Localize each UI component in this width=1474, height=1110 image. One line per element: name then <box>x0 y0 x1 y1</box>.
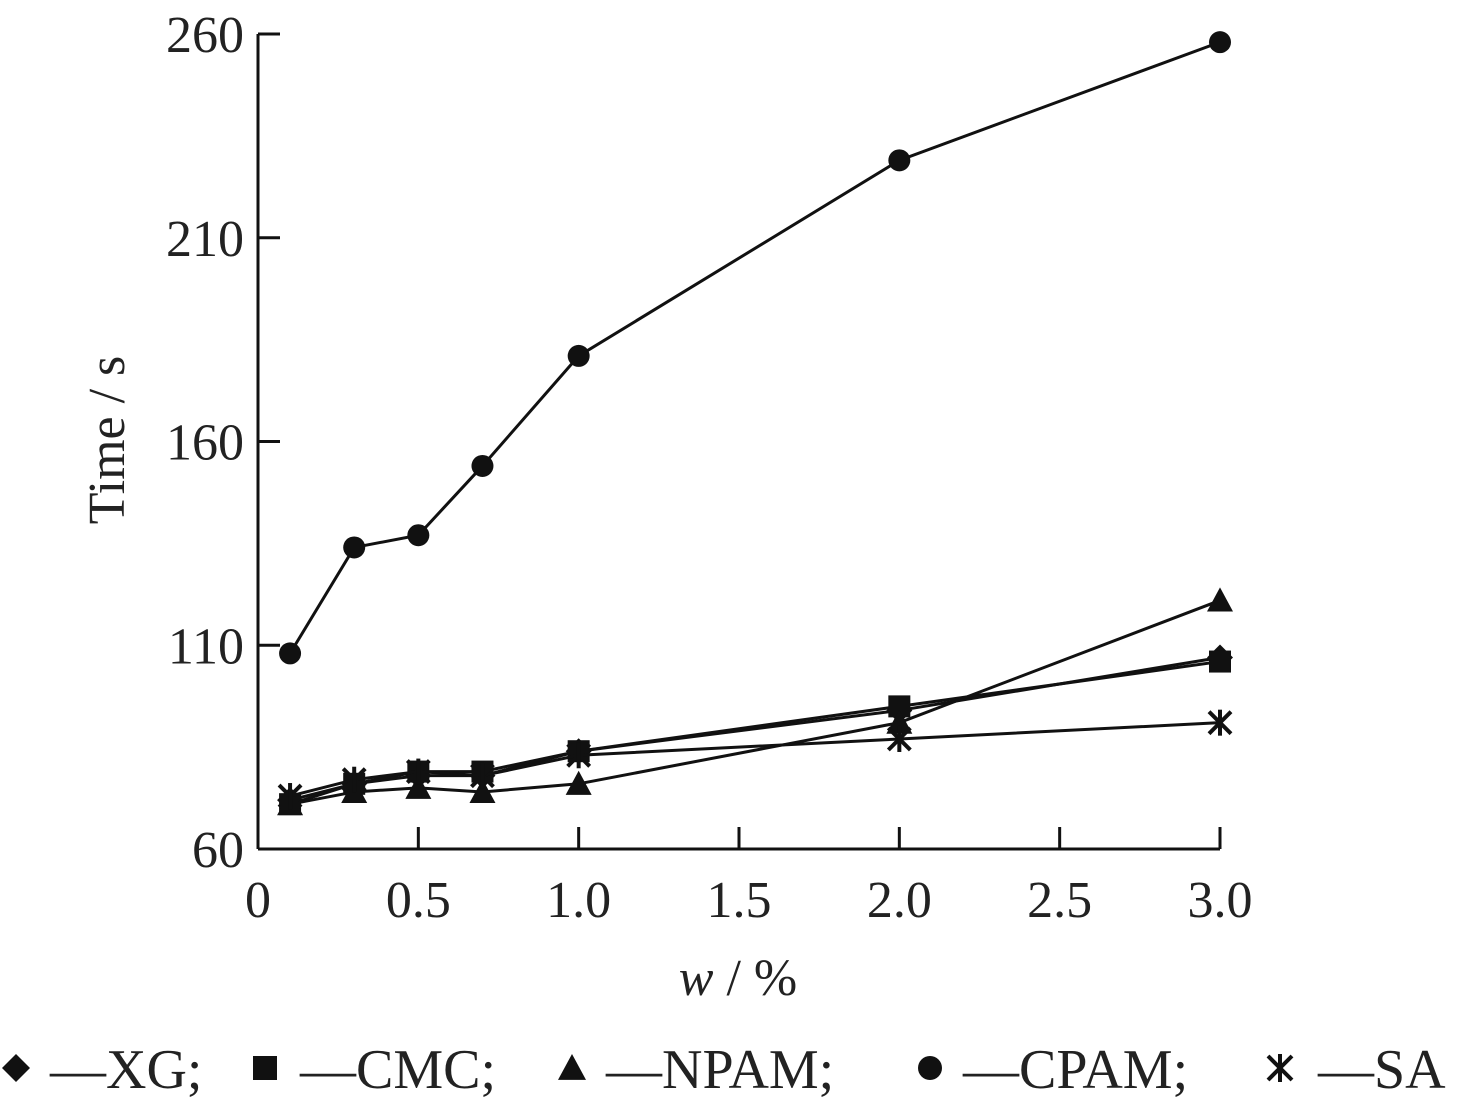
point-npam <box>565 770 592 795</box>
point-sa <box>886 725 912 752</box>
point-sa <box>566 742 592 769</box>
legend-item-xg: —XG; <box>2 1039 202 1101</box>
y-tick-label: 60 <box>192 822 244 879</box>
point-cpam <box>471 454 494 477</box>
legend-marker-cmc <box>253 1056 277 1080</box>
x-tick-label: 2.0 <box>867 872 932 929</box>
point-npam <box>1207 587 1233 612</box>
legend-item-npam: —NPAM; <box>558 1039 834 1101</box>
point-cpam <box>1209 31 1231 54</box>
legend-item-cmc: —CMC; <box>253 1039 496 1101</box>
point-npam <box>405 774 432 799</box>
y-tick-label: 260 <box>166 7 244 64</box>
legend-label-sa: —SA <box>1317 1039 1446 1101</box>
point-sa <box>405 758 431 785</box>
legend-label-cmc: —CMC; <box>299 1039 496 1101</box>
x-tick-label: 3.0 <box>1188 872 1253 929</box>
point-cpam <box>407 524 430 547</box>
series-line-cmc <box>289 660 1221 806</box>
x-tick-label: 1.0 <box>546 872 611 929</box>
y-tick-label: 160 <box>166 415 244 472</box>
point-npam <box>886 709 913 734</box>
x-axis-variable: w <box>679 950 714 1007</box>
y-tick-label: 210 <box>166 211 244 268</box>
legend: —XG; —CMC; —NPAM; —CPAM; —SA <box>2 1039 1446 1101</box>
x-axis-unit: / % <box>713 950 797 1007</box>
series-layer <box>277 31 1233 816</box>
point-sa <box>1207 709 1233 736</box>
legend-label-npam: —NPAM; <box>605 1039 834 1101</box>
x-tick-label: 0.5 <box>386 872 451 929</box>
point-sa <box>470 762 495 789</box>
y-tick-label: 110 <box>168 618 244 675</box>
legend-marker-cpam <box>918 1056 942 1080</box>
point-cpam <box>279 642 302 665</box>
series-line-cpam <box>288 40 1221 655</box>
x-tick-label: 2.5 <box>1027 872 1092 929</box>
x-axis-title: w / % <box>679 950 797 1007</box>
series-cpam <box>279 31 1231 665</box>
x-tick-label: 0 <box>245 872 271 929</box>
legend-item-sa: —SA <box>1266 1039 1446 1101</box>
point-cmc <box>888 695 911 718</box>
axes: 0 0.5 1.0 1.5 2.0 2.5 3.0 60 110 160 210 260 <box>166 7 1253 929</box>
x-tick-label: 1.5 <box>707 872 772 929</box>
point-cpam <box>567 344 590 367</box>
series-sa <box>277 709 1233 810</box>
legend-label-cpam: —CPAM; <box>962 1039 1188 1101</box>
point-sa <box>341 766 367 793</box>
legend-marker-sa <box>1266 1054 1294 1082</box>
legend-marker-npam <box>558 1054 586 1080</box>
series-line-sa <box>289 721 1221 798</box>
point-sa <box>277 783 303 810</box>
point-cpam <box>888 149 911 172</box>
y-axis-title: Time / s <box>79 356 136 525</box>
point-npam <box>469 778 496 803</box>
legend-item-cpam: —CPAM; <box>918 1039 1188 1101</box>
legend-label-xg: —XG; <box>49 1039 202 1101</box>
point-cpam <box>343 536 366 559</box>
legend-marker-xg <box>2 1054 30 1082</box>
series-npam <box>277 587 1233 816</box>
point-cmc <box>1209 650 1231 673</box>
